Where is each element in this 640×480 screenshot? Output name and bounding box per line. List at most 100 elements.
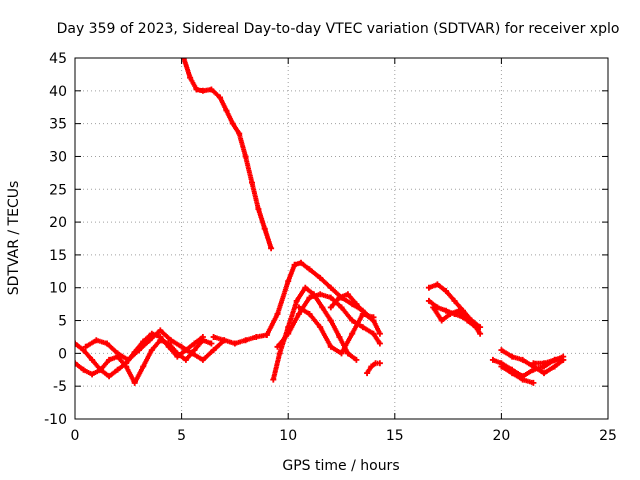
data-point: [447, 311, 454, 317]
y-tick-label: 25: [49, 182, 67, 198]
data-point: [327, 343, 334, 350]
data-point: [148, 347, 155, 354]
data-point: [425, 297, 432, 304]
data-point: [298, 259, 304, 266]
grid: [75, 58, 608, 419]
data-point: [193, 86, 200, 93]
data-point: [276, 350, 283, 357]
data-point: [89, 356, 96, 363]
x-tick-label: 0: [71, 428, 80, 444]
series-arc-16: [498, 363, 537, 386]
data-point: [498, 363, 505, 370]
data-point: [551, 363, 558, 370]
data-point: [167, 337, 174, 344]
data-point: [178, 343, 185, 350]
data-point: [82, 343, 89, 350]
y-tick-label: 10: [49, 281, 67, 297]
data-point: [370, 317, 377, 324]
data-point: [293, 297, 300, 304]
data-point: [327, 294, 334, 301]
data-point: [182, 356, 189, 363]
data-point: [80, 347, 87, 354]
data-point: [295, 311, 302, 317]
data-point: [75, 360, 78, 367]
data-point: [210, 334, 217, 340]
data-point: [338, 304, 345, 311]
data-point: [93, 337, 100, 344]
series-arc-10: [364, 360, 383, 377]
data-point: [199, 87, 206, 94]
data-point: [229, 120, 236, 127]
data-point: [319, 304, 326, 311]
data-point: [131, 379, 138, 386]
data-point: [295, 304, 302, 311]
data-point: [541, 370, 547, 377]
data-point: [180, 58, 187, 61]
data-point: [438, 317, 445, 324]
data-point: [498, 347, 505, 354]
data-point: [114, 366, 121, 373]
data-point: [208, 340, 215, 347]
data-point: [344, 350, 351, 357]
data-point: [268, 245, 275, 252]
data-point: [97, 366, 104, 373]
data-point: [255, 206, 262, 212]
data-point: [306, 311, 313, 317]
series-arc-9: [327, 291, 383, 337]
data-point: [187, 74, 194, 81]
data-point: [362, 311, 368, 317]
data-point: [425, 284, 432, 291]
data-point: [114, 350, 121, 357]
data-point: [364, 370, 371, 377]
x-tick-label: 25: [599, 428, 617, 444]
data-point: [327, 284, 334, 291]
y-tick-label: 5: [58, 314, 67, 330]
data-point: [285, 330, 292, 337]
series-arc-3: [75, 337, 215, 386]
data-point: [336, 294, 343, 301]
data-point: [242, 337, 249, 344]
data-point: [208, 86, 215, 93]
data-point: [136, 347, 142, 354]
tick-labels: 0 5 10 15 20 25 -10 -5 0 5 10 15 20 25 30 35 40 45: [44, 51, 617, 444]
data-point: [157, 327, 164, 334]
series-arc-8: [295, 304, 377, 357]
y-tick-label: -5: [53, 379, 67, 395]
data-point: [443, 288, 449, 294]
y-tick-label: 35: [49, 117, 67, 133]
data-point: [443, 307, 449, 314]
data-point: [199, 356, 206, 363]
data-point: [376, 330, 383, 337]
series-arc-15: [498, 347, 567, 377]
data-point: [464, 317, 471, 324]
data-point: [157, 337, 164, 344]
data-point: [370, 330, 377, 337]
data-point: [344, 291, 351, 298]
data-point: [306, 294, 313, 301]
series-arc-1: [180, 58, 275, 252]
data-point: [231, 340, 238, 347]
y-tick-label: 15: [49, 248, 67, 264]
x-tick-label: 20: [492, 428, 510, 444]
data-point: [125, 356, 132, 363]
data-point: [353, 301, 360, 308]
y-tick-label: 0: [58, 346, 67, 362]
data-point: [338, 350, 345, 357]
data-point: [530, 379, 537, 386]
data-point: [349, 330, 356, 337]
data-point: [106, 356, 113, 363]
data-point: [217, 94, 223, 101]
data-point: [541, 360, 547, 367]
data-point: [189, 350, 196, 357]
chart-title: Day 359 of 2023, Sidereal Day-to-day VTE…: [57, 21, 620, 37]
data-point: [368, 363, 375, 370]
data-point: [123, 363, 130, 370]
plot-frame: [74, 57, 609, 420]
series-segment: [75, 360, 85, 372]
data-point: [327, 304, 334, 311]
data-point: [274, 343, 281, 350]
data-point: [274, 311, 281, 317]
y-tick-label: -10: [44, 412, 67, 428]
